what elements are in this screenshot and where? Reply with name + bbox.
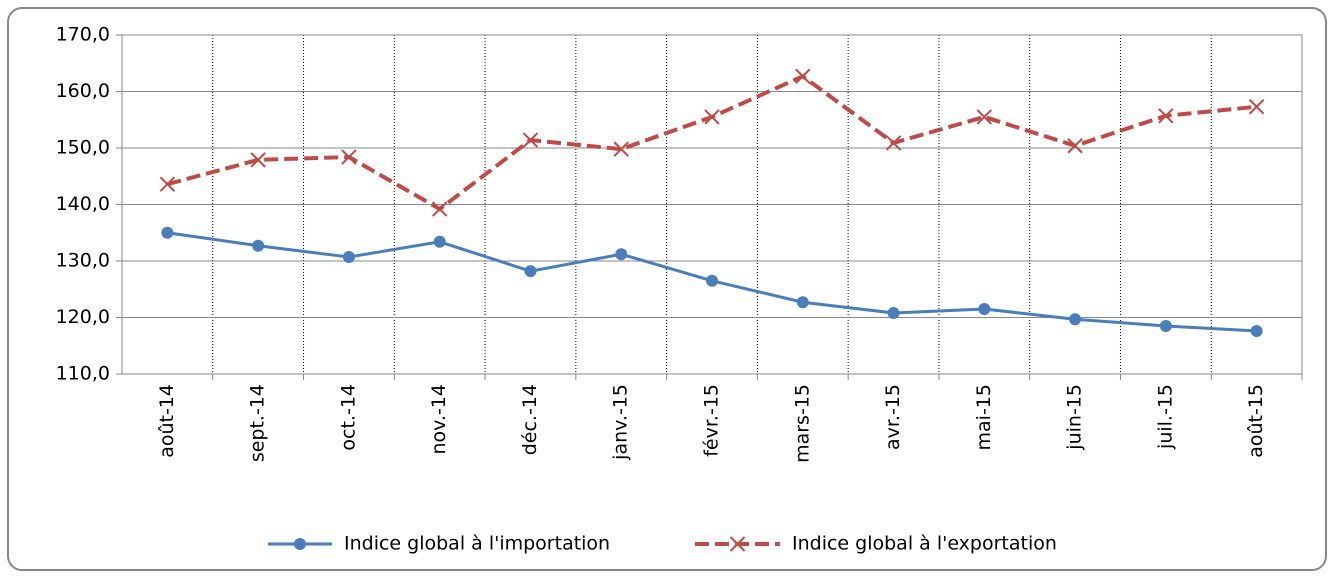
plot-area (121, 34, 1303, 375)
data-point (161, 226, 174, 239)
y-tick-label: 120,0 (56, 306, 110, 328)
data-point (524, 265, 537, 278)
data-point (1248, 99, 1265, 115)
data-point (976, 109, 993, 125)
x-tick-label: févr.-15 (701, 384, 723, 457)
data-point (1067, 138, 1083, 154)
y-tick-label: 150,0 (56, 137, 110, 159)
data-point (704, 109, 720, 125)
data-point (1250, 325, 1263, 338)
x-tick-label: mai-15 (973, 384, 995, 450)
x-tick-label: juil.-15 (1154, 384, 1176, 450)
data-point (887, 306, 900, 319)
data-point (1159, 319, 1172, 332)
legend-marker (294, 538, 306, 550)
data-point (522, 132, 539, 148)
x-tick-label: avr.-15 (882, 384, 904, 450)
legend-marker (729, 536, 746, 552)
data-point (706, 274, 718, 287)
y-tick-label: 170,0 (56, 24, 110, 46)
legend-label: Indice global à l'importation (344, 533, 610, 555)
x-tick-label: août-14 (156, 384, 178, 458)
x-tick-label: nov.-14 (428, 384, 450, 455)
data-point (796, 296, 809, 309)
data-point (1158, 108, 1174, 124)
data-point (342, 251, 355, 264)
data-point (613, 141, 629, 157)
y-tick-label: 160,0 (56, 80, 110, 102)
y-tick-label: 130,0 (56, 250, 110, 272)
x-tick-label: janv.-15 (610, 384, 632, 461)
data-point (615, 248, 628, 261)
legend-label: Indice global à l'exportation (792, 533, 1057, 555)
data-point (795, 68, 811, 84)
data-point (252, 239, 265, 252)
data-point (250, 152, 266, 168)
data-point (341, 149, 357, 165)
x-tick-label: oct.-14 (337, 384, 359, 451)
data-point (1069, 313, 1082, 326)
data-point (978, 303, 991, 316)
data-point (433, 235, 446, 248)
y-tick-label: 110,0 (56, 363, 110, 385)
data-point (885, 135, 902, 151)
data-point (159, 176, 176, 192)
x-tick-label: juin-15 (1064, 384, 1086, 451)
x-tick-label: mars-15 (791, 384, 813, 463)
x-tick-label: déc.-14 (519, 384, 541, 455)
x-tick-label: sept.-14 (247, 384, 269, 462)
data-point (431, 201, 448, 217)
x-tick-label: août-15 (1245, 384, 1267, 458)
y-tick-label: 140,0 (56, 193, 110, 215)
